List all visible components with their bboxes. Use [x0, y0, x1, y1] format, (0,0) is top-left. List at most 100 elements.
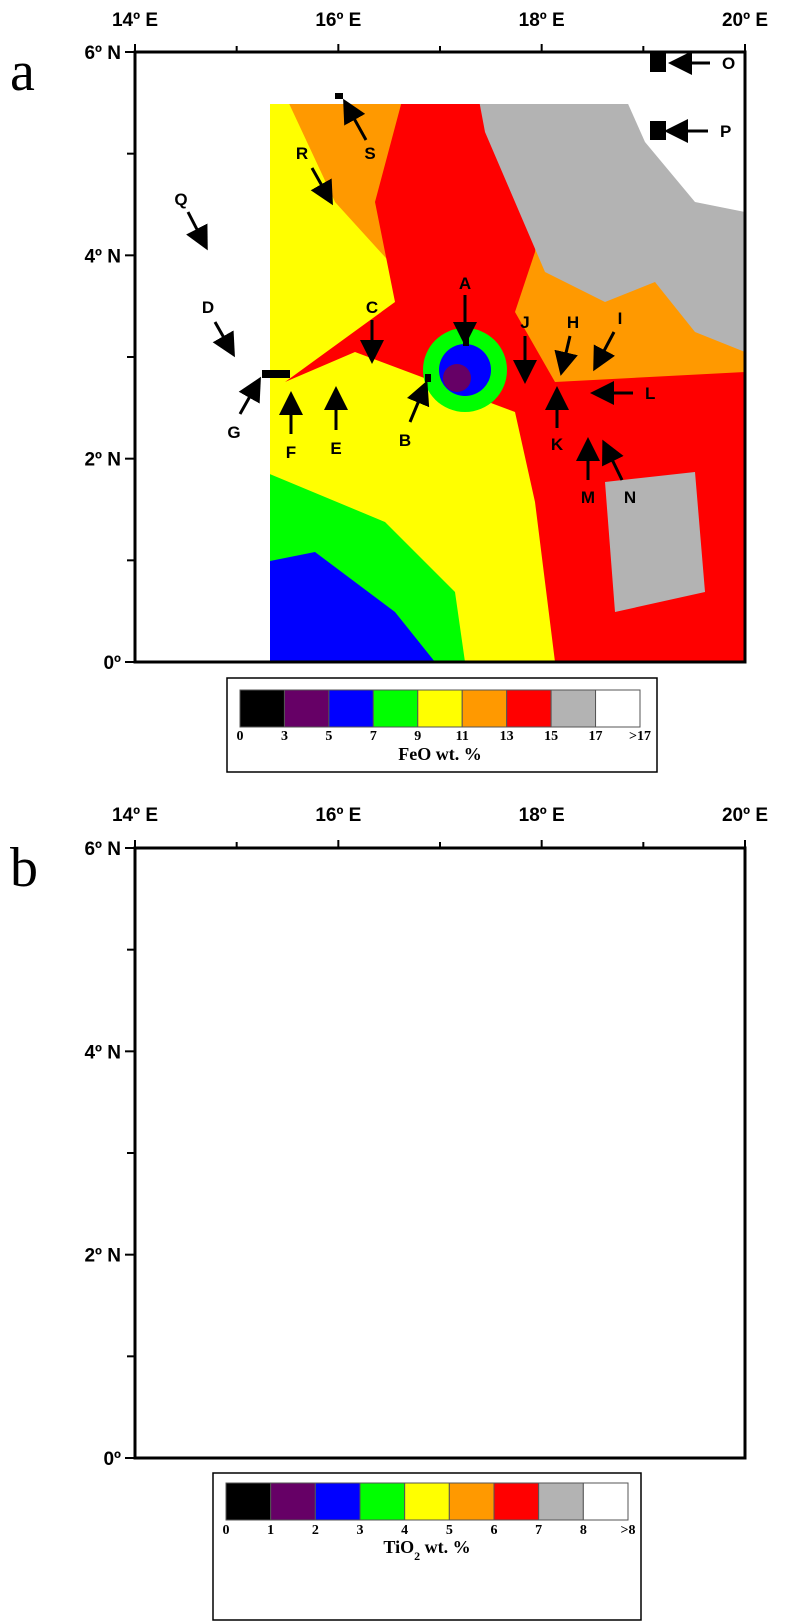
map-image: [135, 848, 745, 1458]
feature-arrow: [238, 376, 261, 415]
colorbar-label: 5: [325, 729, 332, 744]
colorbar-title: FeO wt. %: [398, 744, 481, 764]
strip-white: [665, 1088, 745, 1458]
feature-arrow: [602, 439, 624, 481]
feature-arrow: [212, 321, 235, 358]
colorbar-label: 11: [456, 729, 469, 744]
y-tick-label: 0º: [103, 1449, 121, 1470]
scale-bar-label: 20 km: [173, 623, 230, 645]
colorbar-label: 7: [535, 1523, 542, 1538]
sample-site: [425, 374, 431, 382]
map-image: [221, 104, 745, 662]
colorbar-label: 0: [223, 1523, 230, 1538]
region-white: [495, 848, 745, 1228]
colorbar-title-part: wt. %: [420, 1537, 471, 1557]
region-gray: [475, 848, 745, 1328]
map-frame: [133, 846, 747, 1460]
colorbar-swatch: [506, 689, 552, 728]
x-tick-label: 18º E: [519, 10, 565, 31]
feature-label: M: [581, 488, 595, 507]
feature-label: F: [286, 443, 296, 462]
colorbar-title-part: TiO: [383, 1537, 414, 1557]
feature-label: J: [520, 313, 529, 332]
colorbar-swatch: [239, 689, 285, 728]
feature-label: H: [567, 313, 579, 332]
colorbar-swatch: [359, 1482, 406, 1521]
colorbar-label: 17: [589, 729, 603, 744]
colorbar-label: >8: [621, 1523, 636, 1538]
x-tick-label: 20º E: [722, 805, 768, 826]
colorbar-swatch: [314, 1482, 361, 1521]
sample-site: [650, 52, 666, 72]
colorbar-label: 2: [312, 1523, 319, 1538]
feature-label: A: [459, 274, 471, 293]
colorbar-swatch: [448, 1482, 495, 1521]
crater-floor: [444, 1130, 516, 1202]
region-green: [295, 848, 555, 1388]
feature-arrow: [554, 335, 578, 376]
colorbar-label: 3: [281, 729, 288, 744]
colorbar-label: 3: [357, 1523, 364, 1538]
feature-label: Q: [174, 190, 187, 209]
feature-label: L: [645, 384, 655, 403]
colorbar-swatch: [538, 1482, 584, 1521]
colorbar-title-part: FeO wt. %: [398, 744, 481, 764]
colorbar-label: 9: [414, 729, 421, 744]
x-tick-label: 16º E: [315, 10, 361, 31]
colorbar-swatch: [372, 689, 419, 728]
feature-arrow: [343, 98, 368, 141]
colorbar-swatch: [270, 1482, 316, 1521]
crater-pit: [443, 364, 471, 392]
map-panel: a 14º E 16º E 18º E 20º E 6º N 4º N 2º N 0º 20 km…: [10, 10, 768, 773]
colorbar-swatch: [225, 1482, 272, 1521]
colorbar-label: 5: [446, 1523, 453, 1538]
feature-label: C: [366, 298, 378, 317]
feature-label: B: [399, 431, 411, 450]
colorbar-label: 7: [370, 729, 377, 744]
colorbar-label: 0: [237, 729, 244, 744]
colorbar-label: 1: [267, 1523, 274, 1538]
panel-label: b: [10, 837, 38, 899]
x-tick-label: 14º E: [112, 805, 158, 826]
colorbar-swatch: [417, 689, 463, 728]
map-base: [135, 848, 745, 1458]
crater-small: [453, 984, 481, 1012]
colorbar-swatch: [595, 689, 641, 728]
region-blue: [260, 848, 555, 1458]
colorbar-title-part: 2: [414, 1549, 420, 1563]
feature-arrow: [310, 167, 333, 206]
x-tick-label: 18º E: [519, 805, 565, 826]
feature-label: P: [720, 122, 731, 141]
sample-site: [650, 121, 666, 140]
y-tick-label: 6º N: [84, 43, 121, 64]
colorbar-label: 8: [580, 1523, 587, 1538]
feature-arrow: [407, 380, 430, 423]
x-tick-label: 16º E: [315, 805, 361, 826]
colorbar-swatch: [461, 689, 508, 728]
crater-small: [221, 244, 241, 264]
feature-label: D: [202, 298, 214, 317]
map-panel: b 14º E 16º E 18º E 20º E 6º N 4º N 2º N 0º 20 km…: [10, 805, 768, 1621]
colorbar-swatch: [582, 1482, 629, 1521]
region-yellow: [395, 1008, 555, 1288]
colorbar-swatch: [404, 1482, 450, 1521]
colorbar-swatch: [493, 1482, 540, 1521]
colorbar-label: >17: [629, 729, 651, 744]
region-red: [515, 848, 665, 1268]
feature-arrow: [186, 211, 208, 251]
colorbar-label: 13: [500, 729, 514, 744]
colorbar-swatch: [328, 689, 374, 728]
feature-label: R: [296, 144, 308, 163]
colorbar-title: TiO2 wt. %: [383, 1537, 470, 1563]
panel-label: a: [10, 41, 35, 103]
scale-bar-label: 20 km: [173, 1419, 230, 1441]
y-tick-label: 4º N: [84, 1042, 121, 1063]
feature-label: S: [364, 144, 375, 163]
region-orange: [485, 848, 745, 1458]
sample-site: [262, 370, 290, 378]
feature-label: G: [227, 423, 240, 442]
sample-site: [335, 93, 343, 99]
y-tick-label: 6º N: [84, 839, 121, 860]
y-tick-label: 2º N: [84, 1246, 121, 1267]
